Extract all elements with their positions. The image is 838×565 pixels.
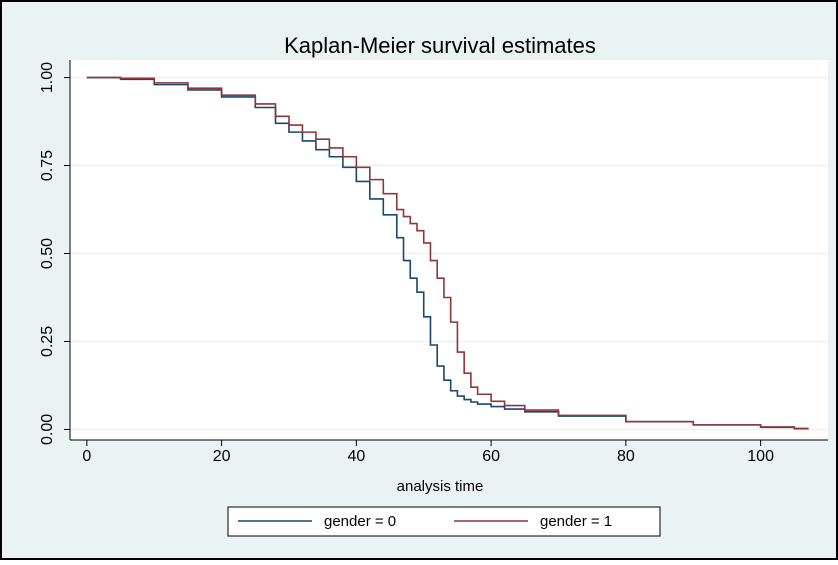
y-tick-label: 0.50 [39,238,56,269]
survival-curve [86,76,809,430]
x-tick-label: 20 [213,448,231,465]
legend-label: gender = 1 [540,513,612,530]
x-tick-label: 100 [747,448,774,465]
plot-region [70,60,828,440]
chart-title: Kaplan-Meier survival estimates [284,33,596,58]
survival-curve [86,76,809,430]
x-axis-title: analysis time [397,478,484,495]
y-tick-label: 1.00 [39,62,56,93]
y-tick-label: 0.25 [39,326,56,357]
legend-label: gender = 0 [324,513,396,530]
x-tick-label: 60 [482,448,500,465]
y-tick-label: 0.75 [39,150,56,181]
x-tick-label: 80 [617,448,635,465]
y-tick-label: 0.00 [39,414,56,445]
x-tick-label: 0 [82,448,91,465]
x-tick-label: 40 [347,448,365,465]
